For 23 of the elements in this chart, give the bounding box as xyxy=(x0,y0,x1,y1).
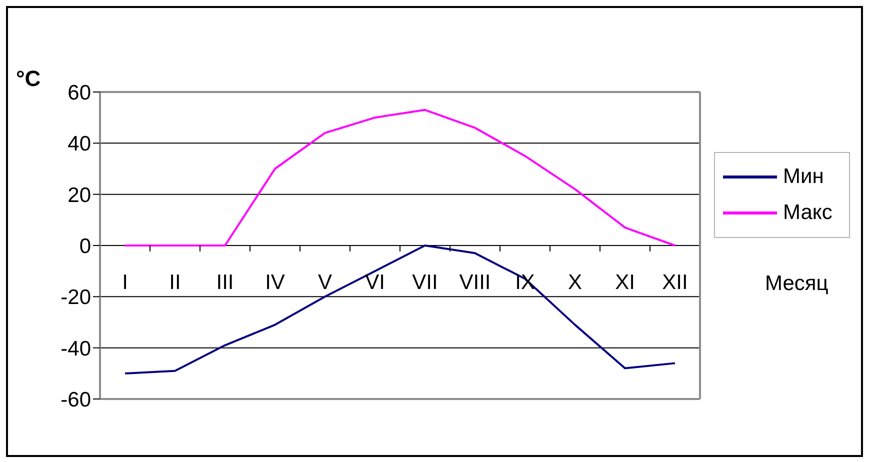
x-tick-label: V xyxy=(318,270,332,294)
x-tick-label: I xyxy=(122,270,128,294)
y-tick-label: 20 xyxy=(68,184,91,207)
y-tick-label: -40 xyxy=(60,337,91,360)
y-axis-title: °C xyxy=(16,66,41,92)
x-tick-label: VIII xyxy=(459,270,491,294)
legend-label: Мин xyxy=(783,165,824,189)
x-axis-title: Месяц xyxy=(765,272,828,296)
x-tick-label: II xyxy=(169,270,181,294)
line-series xyxy=(124,108,676,246)
y-tick-label: 0 xyxy=(79,234,91,258)
y-tick-label: 40 xyxy=(68,132,91,156)
x-tick-label: III xyxy=(216,270,234,294)
y-tick-label: -60 xyxy=(60,388,91,412)
y-tick-label: 60 xyxy=(68,81,91,104)
x-tick-label: VI xyxy=(365,270,385,294)
y-tick-label: -20 xyxy=(60,286,91,310)
x-tick-label: X xyxy=(568,270,582,294)
x-tick-label: VII xyxy=(412,270,438,294)
x-tick-label: XI xyxy=(615,270,635,294)
x-tick-label: IV xyxy=(265,270,285,294)
x-tick-label: XII xyxy=(662,270,688,294)
legend-label: Макс xyxy=(783,201,832,225)
